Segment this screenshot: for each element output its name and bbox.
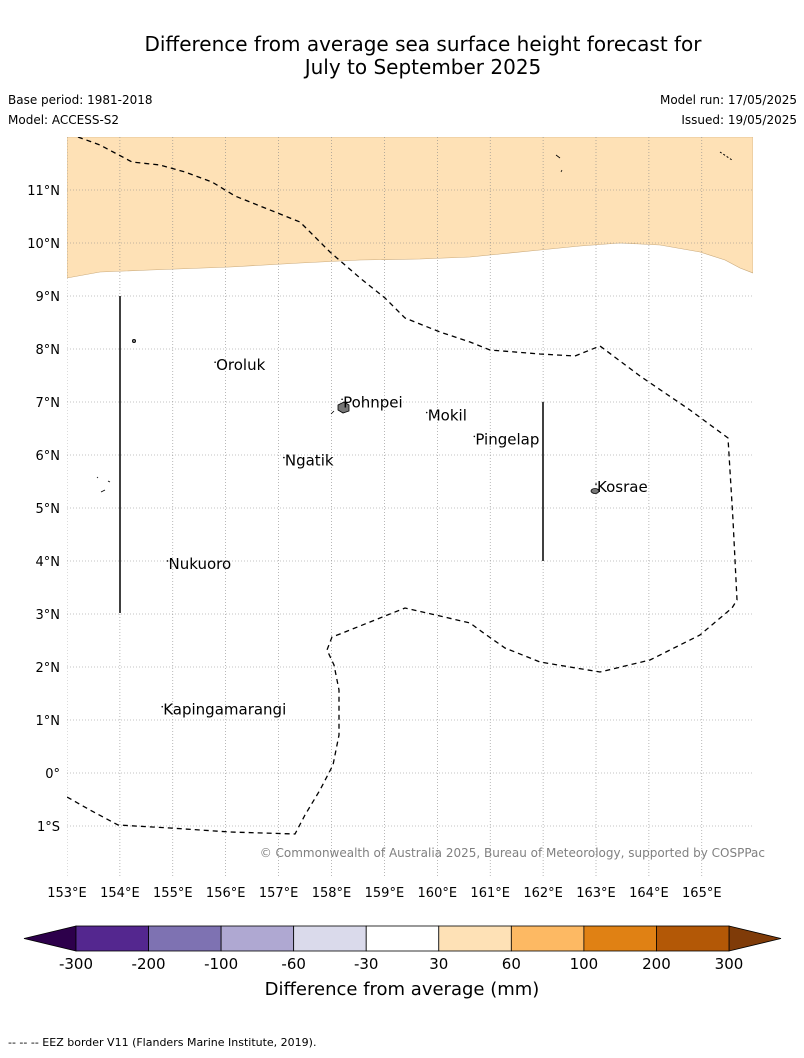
lat-tick-label: 11°N	[27, 184, 60, 199]
islands	[96, 154, 600, 494]
lat-tick-label: 6°N	[36, 449, 61, 464]
lon-tick-label: 160°E	[418, 886, 458, 901]
eez-footnote: -- -- -- EEZ border V11 (Flanders Marine…	[8, 1036, 317, 1049]
lat-tick-label: 4°N	[36, 555, 61, 570]
lon-tick-label: 162°E	[523, 886, 563, 901]
colorbar-tick-label: -60	[281, 955, 306, 973]
anomaly-band	[67, 137, 753, 279]
lat-tick-label: 10°N	[27, 237, 60, 252]
place-label: Pingelap	[475, 430, 539, 448]
colorbar-segment	[438, 925, 512, 952]
place-marker	[161, 705, 164, 708]
lon-tick-label: 161°E	[470, 886, 510, 901]
place-labels: Oroluk Pohnpei Mokil Pingelap Ngatik Kosrae Nu…	[161, 356, 648, 719]
lat-tick-label: 0°	[45, 767, 60, 782]
lon-tick-label: 156°E	[206, 886, 246, 901]
place-marker	[595, 483, 597, 485]
lon-tick-label: 157°E	[259, 886, 299, 901]
colorbar-segment	[293, 925, 367, 952]
base-period: Base period: 1981-2018	[8, 93, 153, 107]
place-label: Mokil	[428, 407, 467, 425]
lon-tick-label: 164°E	[629, 886, 669, 901]
gridlines	[67, 137, 753, 878]
colorbar: -300 -200 -100 -60 -30 30 60 100 200 300	[23, 925, 782, 973]
place-label: Kapingamarangi	[163, 701, 286, 719]
atoll-west	[96, 476, 111, 493]
lon-tick-label: 163°E	[576, 886, 616, 901]
title-line-1: Difference from average sea surface heig…	[144, 32, 702, 56]
place-label: Pohnpei	[343, 393, 403, 411]
colorbar-tick-label: -30	[354, 955, 379, 973]
colorbar-label: Difference from average (mm)	[265, 979, 540, 1000]
model-name: Model: ACCESS-S2	[8, 113, 120, 127]
colorbar-segment	[148, 925, 222, 952]
islet-pohnpei-west	[330, 410, 335, 415]
title-line-2: July to September 2025	[304, 55, 542, 79]
map-area: Oroluk Pohnpei Mokil Pingelap Ngatik Kosrae Nu…	[67, 137, 753, 878]
lat-tick-label: 1°S	[37, 820, 60, 835]
place-marker	[166, 560, 169, 562]
eez-border	[67, 137, 738, 835]
lat-tick-label: 3°N	[36, 608, 61, 623]
colorbar-over-arrow	[728, 925, 782, 952]
colorbar-segment	[656, 925, 730, 952]
lon-tick-label: 159°E	[365, 886, 405, 901]
model-run: Model run: 17/05/2025	[659, 93, 797, 107]
islet-west	[131, 338, 136, 343]
lon-tick-label: 165°E	[682, 886, 722, 901]
colorbar-segment	[365, 925, 440, 952]
place-marker	[425, 411, 428, 414]
place-marker	[341, 398, 343, 401]
colorbar-segment	[220, 925, 295, 952]
place-marker	[473, 435, 476, 438]
lat-tick-label: 1°N	[36, 714, 61, 729]
atoll-north	[555, 154, 563, 173]
eez-border-north	[719, 151, 733, 161]
lat-tick-label: 8°N	[36, 343, 61, 358]
place-label: Oroluk	[216, 356, 265, 374]
lon-tick-label: 154°E	[100, 886, 140, 901]
place-marker	[214, 361, 216, 364]
copyright-notice: © Commonwealth of Australia 2025, Bureau…	[260, 846, 765, 860]
colorbar-segment	[583, 925, 657, 952]
colorbar-under-arrow	[23, 925, 77, 952]
map-title: Difference from average sea surface heig…	[0, 33, 804, 79]
colorbar-tick-label: 100	[570, 955, 599, 973]
place-label: Kosrae	[597, 478, 648, 496]
kosrae-island	[590, 488, 600, 494]
colorbar-tick-label: -100	[204, 955, 238, 973]
longitude-labels: 153°E 154°E 155°E 156°E 157°E 158°E 159°E 160°E…	[47, 886, 721, 901]
lat-tick-label: 2°N	[36, 661, 61, 676]
colorbar-tick-label: 30	[429, 955, 448, 973]
lat-tick-label: 5°N	[36, 502, 61, 517]
lat-tick-label: 7°N	[36, 396, 61, 411]
colorbar-segment	[510, 925, 585, 952]
colorbar-tick-label: 300	[715, 955, 744, 973]
lon-tick-label: 158°E	[312, 886, 352, 901]
colorbar-tick-label: -200	[132, 955, 166, 973]
colorbar-segment	[75, 925, 149, 952]
place-marker	[283, 456, 285, 459]
place-label: Ngatik	[285, 452, 334, 470]
colorbar-tick-label: 60	[502, 955, 521, 973]
latitude-labels: 11°N 10°N 9°N 8°N 7°N 6°N 5°N 4°N 3°N 2°N 1°N 0° 1°S	[27, 184, 60, 835]
place-label: Nukuoro	[169, 555, 232, 573]
issued-date: Issued: 19/05/2025	[681, 113, 797, 127]
colorbar-tick-label: 200	[642, 955, 671, 973]
pohnpei-island	[337, 401, 350, 414]
lat-tick-label: 9°N	[36, 290, 61, 305]
lon-tick-label: 155°E	[153, 886, 193, 901]
lon-tick-label: 153°E	[47, 886, 87, 901]
colorbar-tick-label: -300	[59, 955, 93, 973]
